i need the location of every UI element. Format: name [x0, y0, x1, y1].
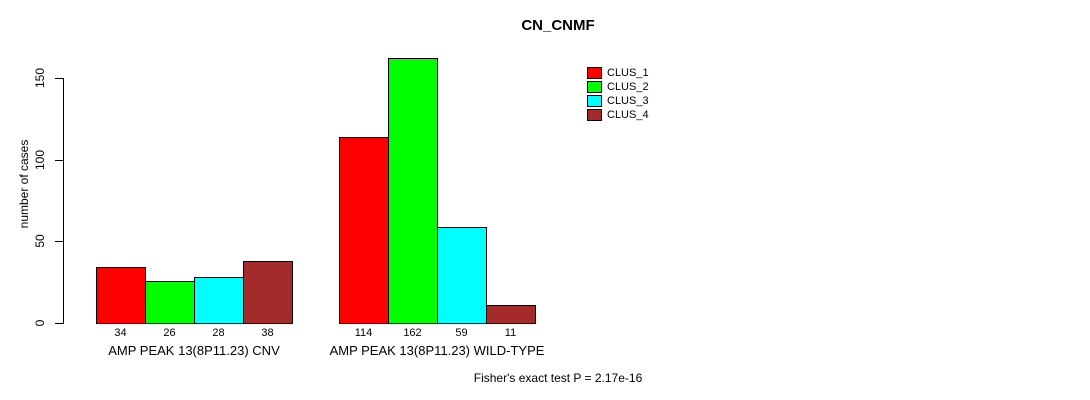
- bar-value-label: 11: [504, 327, 517, 339]
- legend-item: CLUS_3: [587, 94, 649, 107]
- bar-clus_2-group2: [388, 58, 438, 324]
- y-tick-label: 100: [33, 149, 47, 171]
- bar-value-label: 59: [455, 327, 468, 339]
- y-axis-label: number of cases: [17, 139, 31, 229]
- y-tick-mark: [55, 78, 63, 79]
- bar-value-label: 114: [354, 327, 373, 339]
- legend-label: CLUS_4: [607, 108, 649, 121]
- legend-item: CLUS_4: [587, 108, 649, 121]
- x-category-label: AMP PEAK 13(8P11.23) WILD-TYPE: [329, 343, 545, 358]
- legend-swatch-clus_2: [587, 80, 602, 93]
- legend-item: CLUS_2: [587, 80, 649, 93]
- bar-value-label: 34: [114, 327, 127, 339]
- bar-clus_4-group1: [243, 261, 293, 324]
- legend-swatch-clus_1: [587, 66, 602, 79]
- legend-swatch-clus_4: [587, 108, 602, 121]
- legend-label: CLUS_2: [607, 80, 649, 93]
- bar-clus_1-group1: [96, 267, 146, 324]
- y-tick-label: 50: [33, 234, 47, 248]
- statistical-test-footnote: Fisher's exact test P = 2.17e-16: [473, 371, 643, 385]
- bar-value-label: 26: [163, 327, 176, 339]
- y-tick-mark: [55, 160, 63, 161]
- bar-clus_3-group2: [437, 227, 487, 324]
- y-tick-mark: [55, 323, 63, 324]
- y-axis-line: [63, 78, 64, 324]
- bar-clus_1-group2: [339, 137, 389, 324]
- bar-value-label: 162: [403, 327, 422, 339]
- y-tick-label: 0: [33, 319, 47, 327]
- x-category-label: AMP PEAK 13(8P11.23) CNV: [108, 343, 280, 358]
- bar-value-label: 38: [261, 327, 274, 339]
- bar-clus_2-group1: [145, 281, 195, 324]
- bar-value-label: 28: [212, 327, 225, 339]
- legend-label: CLUS_1: [607, 66, 649, 79]
- bar-clus_4-group2: [486, 305, 536, 324]
- y-tick-label: 150: [33, 67, 47, 89]
- bar-clus_3-group1: [194, 277, 244, 324]
- legend-swatch-clus_3: [587, 94, 602, 107]
- y-tick-mark: [55, 241, 63, 242]
- legend-label: CLUS_3: [607, 94, 649, 107]
- legend-item: CLUS_1: [587, 66, 649, 79]
- chart-title: CN_CNMF: [521, 17, 595, 34]
